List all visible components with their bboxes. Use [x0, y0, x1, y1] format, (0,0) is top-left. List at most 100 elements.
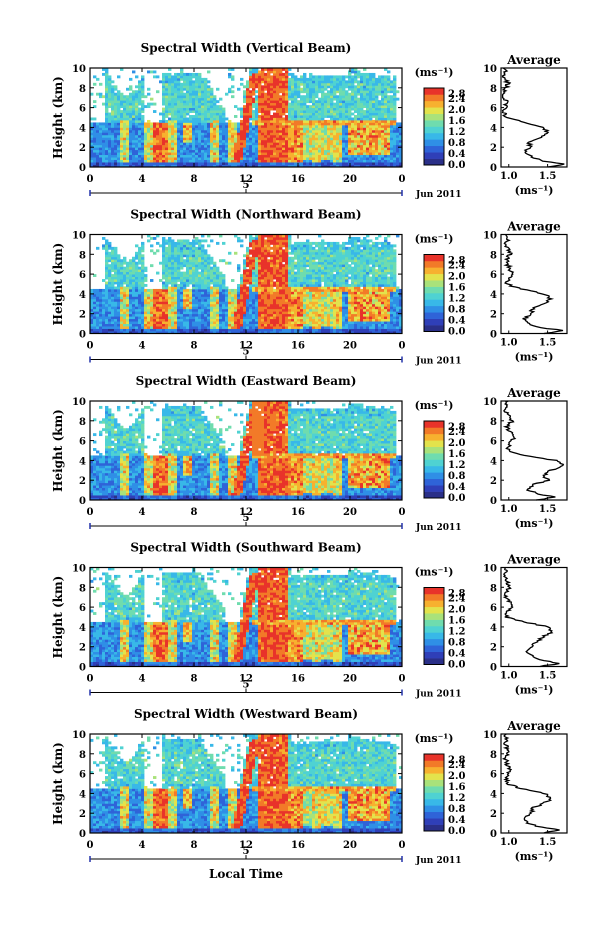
heatmap-cell — [369, 90, 373, 94]
heatmap-cell — [204, 87, 208, 91]
heatmap-cell — [351, 164, 355, 167]
heatmap-cell — [135, 301, 139, 305]
heatmap-cell — [228, 164, 232, 167]
heatmap-cell — [114, 291, 118, 295]
heatmap-cell — [216, 326, 220, 329]
heatmap-cell — [282, 149, 286, 153]
heatmap-cell — [132, 97, 136, 101]
heatmap-cell — [252, 142, 256, 146]
heatmap-cell — [222, 134, 226, 138]
heatmap-cell — [117, 105, 121, 109]
heatmap-cell — [369, 117, 373, 121]
heatmap-cell — [360, 85, 364, 89]
heatmap-cell — [330, 127, 334, 131]
heatmap-cell — [120, 115, 124, 118]
heatmap-cell — [228, 326, 232, 329]
heatmap-cell — [243, 90, 247, 94]
heatmap-cell — [228, 313, 232, 317]
heatmap-cell — [105, 77, 109, 81]
heatmap-cell — [270, 147, 274, 151]
heatmap-cell — [297, 90, 301, 94]
heatmap-cell — [150, 142, 154, 146]
heatmap-cell — [222, 139, 226, 143]
heatmap-cell — [162, 286, 166, 290]
heatmap-cell — [315, 87, 319, 91]
x-tick-label: 20 — [343, 174, 357, 185]
heatmap-cell — [345, 157, 349, 160]
heatmap-cell — [216, 122, 220, 126]
heatmap-cell — [138, 107, 142, 111]
heatmap-cell — [141, 90, 145, 94]
heatmap-cell — [357, 122, 361, 126]
heatmap-cell — [147, 124, 151, 128]
heatmap-cell — [210, 90, 214, 94]
heatmap-cell — [141, 288, 145, 292]
heatmap-cell — [138, 119, 142, 123]
heatmap-cell — [138, 288, 142, 292]
heatmap-cell — [393, 112, 397, 116]
heatmap-cell — [342, 95, 346, 99]
heatmap-cell — [108, 85, 112, 89]
heatmap-cell — [102, 157, 106, 160]
heatmap-cell — [195, 80, 199, 84]
heatmap-cell — [192, 129, 196, 133]
heatmap-cell — [330, 75, 334, 79]
heatmap-cell — [348, 119, 352, 123]
heatmap-cell — [345, 152, 349, 156]
heatmap-cell — [270, 124, 274, 128]
heatmap-cell — [162, 249, 166, 253]
heatmap-cell — [324, 147, 328, 151]
heatmap-cell — [186, 72, 190, 76]
heatmap-cell — [339, 80, 343, 84]
heatmap-cell — [177, 303, 181, 307]
heatmap-cell — [357, 157, 361, 160]
heatmap-cell — [372, 164, 376, 167]
heatmap-cell — [186, 293, 190, 297]
heatmap-cell — [264, 68, 268, 71]
heatmap-cell — [363, 75, 367, 79]
heatmap-cell — [165, 308, 169, 312]
heatmap-cell — [348, 117, 352, 121]
heatmap-cell — [162, 303, 166, 307]
heatmap-cell — [180, 115, 184, 118]
heatmap-cell — [180, 311, 184, 315]
heatmap-cell — [258, 70, 262, 74]
heatmap-cell — [228, 303, 232, 307]
heatmap-cell — [378, 77, 382, 81]
heatmap-cell — [264, 75, 268, 79]
heatmap-cell — [198, 127, 202, 131]
heatmap-cell — [240, 144, 244, 148]
heatmap-cell — [330, 87, 334, 91]
heatmap-cell — [144, 301, 148, 305]
heatmap-cell — [354, 159, 358, 163]
heatmap-cell — [393, 137, 397, 141]
heatmap-cell — [318, 157, 322, 160]
heatmap-cell — [291, 137, 295, 141]
heatmap-cell — [117, 296, 121, 300]
heatmap-cell — [183, 112, 187, 116]
heatmap-cell — [198, 162, 202, 165]
heatmap-cell — [144, 152, 148, 156]
heatmap-cell — [324, 152, 328, 156]
heatmap-cell — [258, 105, 262, 109]
heatmap-cell — [393, 164, 397, 167]
heatmap-cell — [183, 291, 187, 295]
heatmap-cell — [273, 139, 277, 143]
heatmap-cell — [249, 80, 253, 84]
heatmap-cell — [135, 85, 139, 89]
heatmap-cell — [93, 316, 97, 320]
heatmap-cell — [300, 157, 304, 160]
heatmap-cell — [174, 154, 178, 158]
heatmap-cell — [309, 127, 313, 131]
heatmap-cell — [315, 110, 319, 113]
heatmap-cell — [96, 142, 100, 146]
heatmap-cell — [294, 159, 298, 163]
heatmap-cell — [297, 105, 301, 109]
heatmap-cell — [264, 134, 268, 138]
heatmap-cell — [330, 80, 334, 84]
heatmap-cell — [324, 102, 328, 106]
heatmap-cell — [141, 301, 145, 305]
heatmap-cell — [315, 134, 319, 138]
heatmap-cell — [129, 274, 133, 277]
heatmap-cell — [378, 147, 382, 151]
